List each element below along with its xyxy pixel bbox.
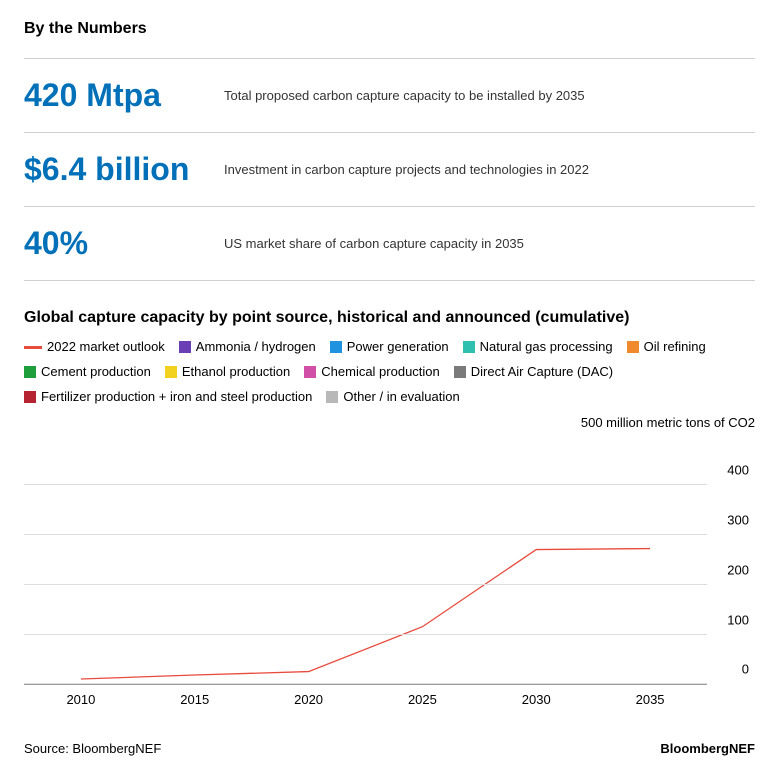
legend-label: Direct Air Capture (DAC) <box>471 362 613 383</box>
x-tick-label: 2010 <box>41 692 121 707</box>
grid-line <box>24 634 707 635</box>
stat-value: $6.4 billion <box>24 151 224 188</box>
y-axis-unit: 500 million metric tons of CO2 <box>581 415 755 430</box>
outlook-path <box>81 549 650 679</box>
legend-item-power: Power generation <box>330 337 449 358</box>
x-tick-label: 2015 <box>155 692 235 707</box>
x-tick-label: 2035 <box>610 692 690 707</box>
color-swatch <box>304 366 316 378</box>
color-swatch <box>454 366 466 378</box>
legend-item-outlook: 2022 market outlook <box>24 337 165 358</box>
legend-item-ammonia: Ammonia / hydrogen <box>179 337 316 358</box>
stat-value: 420 Mtpa <box>24 77 224 114</box>
color-swatch <box>179 341 191 353</box>
x-tick-label: 2030 <box>496 692 576 707</box>
color-swatch <box>463 341 475 353</box>
color-swatch <box>24 391 36 403</box>
legend-label: Cement production <box>41 362 151 383</box>
legend-item-fert: Fertilizer production + iron and steel p… <box>24 387 312 408</box>
stat-row: $6.4 billion Investment in carbon captur… <box>24 132 755 206</box>
stat-desc: Total proposed carbon capture capacity t… <box>224 88 585 103</box>
legend-label: Ammonia / hydrogen <box>196 337 316 358</box>
legend-item-other: Other / in evaluation <box>326 387 459 408</box>
legend-item-natgas: Natural gas processing <box>463 337 613 358</box>
chart-legend: 2022 market outlook Ammonia / hydrogen Pow… <box>24 337 755 407</box>
legend-item-ethanol: Ethanol production <box>165 362 290 383</box>
color-swatch <box>330 341 342 353</box>
stat-desc: US market share of carbon capture capaci… <box>224 236 524 251</box>
legend-item-cement: Cement production <box>24 362 151 383</box>
stat-desc: Investment in carbon capture projects an… <box>224 162 589 177</box>
legend-label: Natural gas processing <box>480 337 613 358</box>
color-swatch <box>627 341 639 353</box>
chart-footer: Source: BloombergNEF BloombergNEF <box>24 741 755 756</box>
legend-label: Ethanol production <box>182 362 290 383</box>
y-tick-label: 0 <box>742 662 749 677</box>
y-tick-label: 100 <box>727 612 749 627</box>
legend-label: Fertilizer production + iron and steel p… <box>41 387 312 408</box>
color-swatch <box>326 391 338 403</box>
x-tick-label: 2025 <box>382 692 462 707</box>
legend-label: 2022 market outlook <box>47 337 165 358</box>
legend-label: Oil refining <box>644 337 706 358</box>
y-tick-label: 200 <box>727 562 749 577</box>
line-swatch <box>24 346 42 349</box>
legend-label: Other / in evaluation <box>343 387 459 408</box>
legend-label: Chemical production <box>321 362 440 383</box>
stat-row: 40% US market share of carbon capture ca… <box>24 206 755 280</box>
outlook-line <box>24 435 707 684</box>
grid-line <box>24 683 707 684</box>
legend-item-dac: Direct Air Capture (DAC) <box>454 362 613 383</box>
y-tick-label: 400 <box>727 463 749 478</box>
color-swatch <box>24 366 36 378</box>
y-tick-label: 300 <box>727 513 749 528</box>
grid-line <box>24 484 707 485</box>
legend-item-chemical: Chemical production <box>304 362 440 383</box>
legend-label: Power generation <box>347 337 449 358</box>
section-heading: By the Numbers <box>24 20 755 38</box>
stats-block: 420 Mtpa Total proposed carbon capture c… <box>24 58 755 281</box>
grid-line <box>24 584 707 585</box>
chart-plot: 0100200300400201020152020202520302035 <box>24 435 707 685</box>
chart-area: 500 million metric tons of CO2 010020030… <box>24 415 755 725</box>
chart-title: Global capture capacity by point source,… <box>24 309 755 327</box>
grid-line <box>24 534 707 535</box>
chart-source: Source: BloombergNEF <box>24 741 161 756</box>
stat-row: 420 Mtpa Total proposed carbon capture c… <box>24 58 755 132</box>
legend-item-oil: Oil refining <box>627 337 706 358</box>
stat-value: 40% <box>24 225 224 262</box>
chart-brand: BloombergNEF <box>660 741 755 756</box>
chart-section: Global capture capacity by point source,… <box>24 309 755 756</box>
color-swatch <box>165 366 177 378</box>
x-tick-label: 2020 <box>269 692 349 707</box>
